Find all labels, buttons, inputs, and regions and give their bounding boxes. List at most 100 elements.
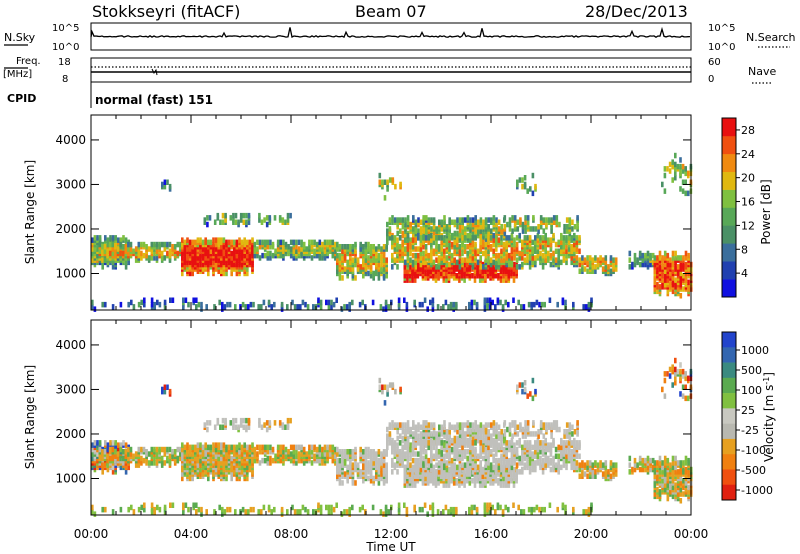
- power-cell: [430, 232, 433, 239]
- power-cell: [458, 250, 462, 257]
- power-cell: [515, 235, 519, 241]
- velocity-cell: [396, 435, 399, 442]
- velocity-cell: [482, 469, 485, 475]
- power-cell: [435, 235, 438, 241]
- power-cell: [591, 264, 595, 270]
- power-cell: [409, 257, 412, 263]
- velocity-cell: [194, 444, 197, 451]
- power-cell: [396, 230, 399, 237]
- power-cell: [479, 239, 482, 246]
- power-cell: [103, 244, 107, 250]
- velocity-cell: [261, 457, 264, 464]
- velocity-cell: [487, 440, 490, 446]
- velocity-cell: [213, 424, 217, 430]
- power-cell: [409, 221, 412, 228]
- power-cell: [413, 277, 417, 283]
- power-cell: [127, 301, 130, 308]
- power-cell: [424, 235, 428, 241]
- power-cell: [362, 273, 365, 279]
- power-cell: [503, 230, 507, 237]
- velocity-cell: [412, 431, 415, 437]
- power-cell: [406, 219, 410, 225]
- velocity-cell: [406, 437, 410, 444]
- velocity-cell: [359, 469, 362, 475]
- power-cell: [684, 190, 687, 197]
- velocity-cell: [463, 449, 467, 455]
- power-cell: [212, 237, 215, 243]
- power-cell: [487, 230, 490, 237]
- power-cell: [628, 250, 632, 257]
- power-cell: [523, 175, 527, 181]
- velocity-cell: [424, 440, 428, 446]
- velocity-cell: [453, 453, 456, 459]
- power-cell: [583, 266, 587, 272]
- velocity-cell: [209, 444, 213, 451]
- velocity-cell: [140, 455, 143, 462]
- freq-label: Freq.: [16, 56, 41, 67]
- power-cell: [507, 301, 510, 308]
- velocity-cell: [380, 457, 383, 464]
- velocity-cell: [160, 460, 164, 466]
- power-cell: [484, 275, 487, 281]
- velocity-cell: [456, 446, 459, 453]
- power-cell: [121, 244, 125, 250]
- power-cell: [404, 259, 407, 266]
- velocity-cell: [411, 449, 415, 455]
- power-cell: [510, 232, 514, 239]
- power-cell: [513, 237, 516, 243]
- velocity-cell: [463, 462, 467, 468]
- power-cell: [286, 217, 290, 223]
- power-colorbar-tick-label: 12: [741, 219, 755, 232]
- power-cell: [111, 250, 115, 257]
- power-cell: [456, 241, 459, 248]
- velocity-cell: [429, 473, 433, 479]
- power-cell: [359, 264, 362, 270]
- power-cell: [221, 219, 225, 225]
- power-cell: [286, 212, 290, 219]
- power-cell: [166, 241, 169, 248]
- velocity-cell: [230, 475, 233, 482]
- power-cell: [225, 270, 228, 277]
- velocity-cell: [502, 482, 505, 488]
- power-cell: [91, 237, 94, 243]
- power-cell: [671, 288, 675, 295]
- power-cell: [284, 241, 288, 248]
- power-cell: [486, 301, 489, 308]
- velocity-cell: [289, 444, 293, 451]
- velocity-cell: [98, 453, 102, 459]
- velocity-cell: [435, 440, 438, 446]
- power-cell: [554, 257, 558, 263]
- power-cell: [653, 255, 657, 261]
- freq-unit: [MHz]: [3, 69, 32, 80]
- velocity-cell: [448, 422, 451, 428]
- velocity-cell: [166, 446, 169, 453]
- velocity-cell: [331, 457, 335, 464]
- velocity-cell: [422, 431, 425, 437]
- velocity-cell: [424, 475, 427, 482]
- power-cell: [479, 217, 483, 223]
- velocity-cell: [458, 455, 462, 462]
- power-cell: [538, 301, 541, 308]
- power-cell: [397, 301, 401, 308]
- power-cell: [114, 248, 117, 254]
- power-cell: [338, 270, 342, 277]
- velocity-cell: [216, 417, 220, 424]
- power-cell: [539, 215, 543, 221]
- power-cell: [521, 177, 524, 183]
- velocity-cell: [326, 444, 329, 451]
- power-cell: [297, 239, 301, 246]
- power-cell: [511, 228, 514, 234]
- power-cell: [346, 259, 349, 266]
- power-cell: [196, 237, 200, 243]
- power-cell: [261, 252, 264, 259]
- power-cell: [391, 215, 394, 221]
- velocity-cell: [432, 422, 436, 428]
- power-cell: [203, 217, 207, 223]
- velocity-cell: [114, 457, 117, 464]
- power-colorbar-cell: [722, 189, 736, 208]
- velocity-cell: [435, 469, 438, 475]
- velocity-cell: [406, 446, 410, 453]
- power-cell: [492, 259, 495, 266]
- power-cell: [261, 239, 264, 246]
